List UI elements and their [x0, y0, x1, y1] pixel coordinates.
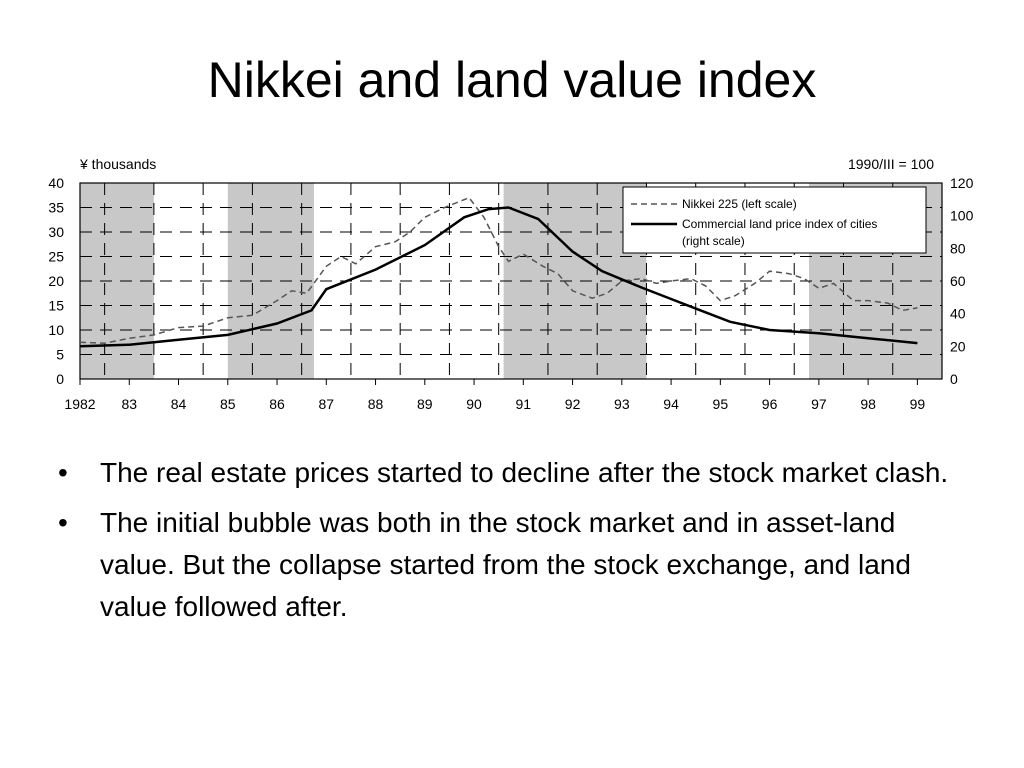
series-line-nikkei: [79, 196, 918, 344]
right-tick-label: 100: [950, 208, 974, 224]
x-tick-label: 89: [417, 396, 433, 412]
legend-label-land-line2: (right scale): [682, 234, 745, 248]
right-axis-ticks: 0 20 40 60 80 100 120: [950, 175, 974, 387]
right-tick-label: 40: [950, 306, 966, 322]
left-tick-label: 10: [48, 322, 64, 338]
x-tick-label: 97: [811, 396, 827, 412]
right-tick-label: 120: [950, 175, 974, 191]
x-tick-label: 87: [318, 396, 334, 412]
left-tick-label: 35: [48, 200, 64, 216]
legend: Nikkei 225 (left scale) Commercial land …: [622, 186, 927, 254]
x-tick-label: 91: [516, 396, 532, 412]
right-tick-label: 80: [950, 240, 966, 256]
right-tick-label: 0: [950, 371, 958, 387]
bullet-text: The initial bubble was both in the stock…: [100, 507, 911, 622]
legend-label-land: Commercial land price index of cities (r…: [682, 217, 881, 248]
x-tick-label: 85: [220, 396, 236, 412]
legend-label-land-line1: Commercial land price index of cities: [682, 217, 877, 231]
legend-label-nikkei: Nikkei 225 (left scale): [682, 197, 797, 211]
bullet-item: • The real estate prices started to decli…: [58, 457, 949, 488]
x-tick-label: 93: [614, 396, 630, 412]
x-tick-label: 83: [121, 396, 137, 412]
bullet-text: The real estate prices started to declin…: [100, 457, 949, 488]
right-tick-label: 60: [950, 273, 966, 289]
bullet-list: • The real estate prices started to decli…: [56, 452, 976, 636]
slide-title: Nikkei and land value index: [207, 52, 817, 108]
series-line-land-index: [79, 206, 918, 348]
left-tick-label: 5: [56, 347, 64, 363]
x-tick-label: 1982: [64, 396, 95, 412]
x-tick-label: 95: [713, 396, 729, 412]
bullet-item: • The initial bubble was both in the stoc…: [58, 507, 911, 622]
plot-frame: [79, 182, 943, 380]
x-tick-label: 90: [466, 396, 482, 412]
x-tick-label: 92: [565, 396, 581, 412]
right-tick-label: 20: [950, 338, 966, 354]
right-axis-label: 1990/III = 100: [848, 156, 934, 172]
x-tick-label: 86: [269, 396, 285, 412]
grid-lines: [80, 183, 942, 379]
land-nikkei-chart: 0 5 10 15 20 25 30 35 40 0 20 40 60 80 100 120 1982 83 8…: [48, 156, 974, 412]
left-axis-label: ¥ thousands: [79, 156, 156, 172]
left-tick-label: 0: [56, 371, 64, 387]
x-tick-label: 94: [663, 396, 679, 412]
legend-box: [622, 186, 927, 254]
x-tick-label: 99: [910, 396, 926, 412]
left-axis-ticks: 0 5 10 15 20 25 30 35 40: [48, 175, 64, 387]
series-lines: [79, 196, 918, 348]
left-tick-label: 30: [48, 224, 64, 240]
left-tick-label: 25: [48, 249, 64, 265]
x-axis-ticks: 1982 83 84 85 86 87 88 89 90 91 92 93 94 95 96 97 98 99: [64, 379, 925, 412]
x-tick-label: 96: [762, 396, 778, 412]
left-tick-label: 20: [48, 273, 64, 289]
left-tick-label: 15: [48, 298, 64, 314]
x-tick-label: 84: [171, 396, 187, 412]
x-tick-label: 88: [368, 396, 384, 412]
left-tick-label: 40: [48, 175, 64, 191]
x-tick-label: 98: [860, 396, 876, 412]
